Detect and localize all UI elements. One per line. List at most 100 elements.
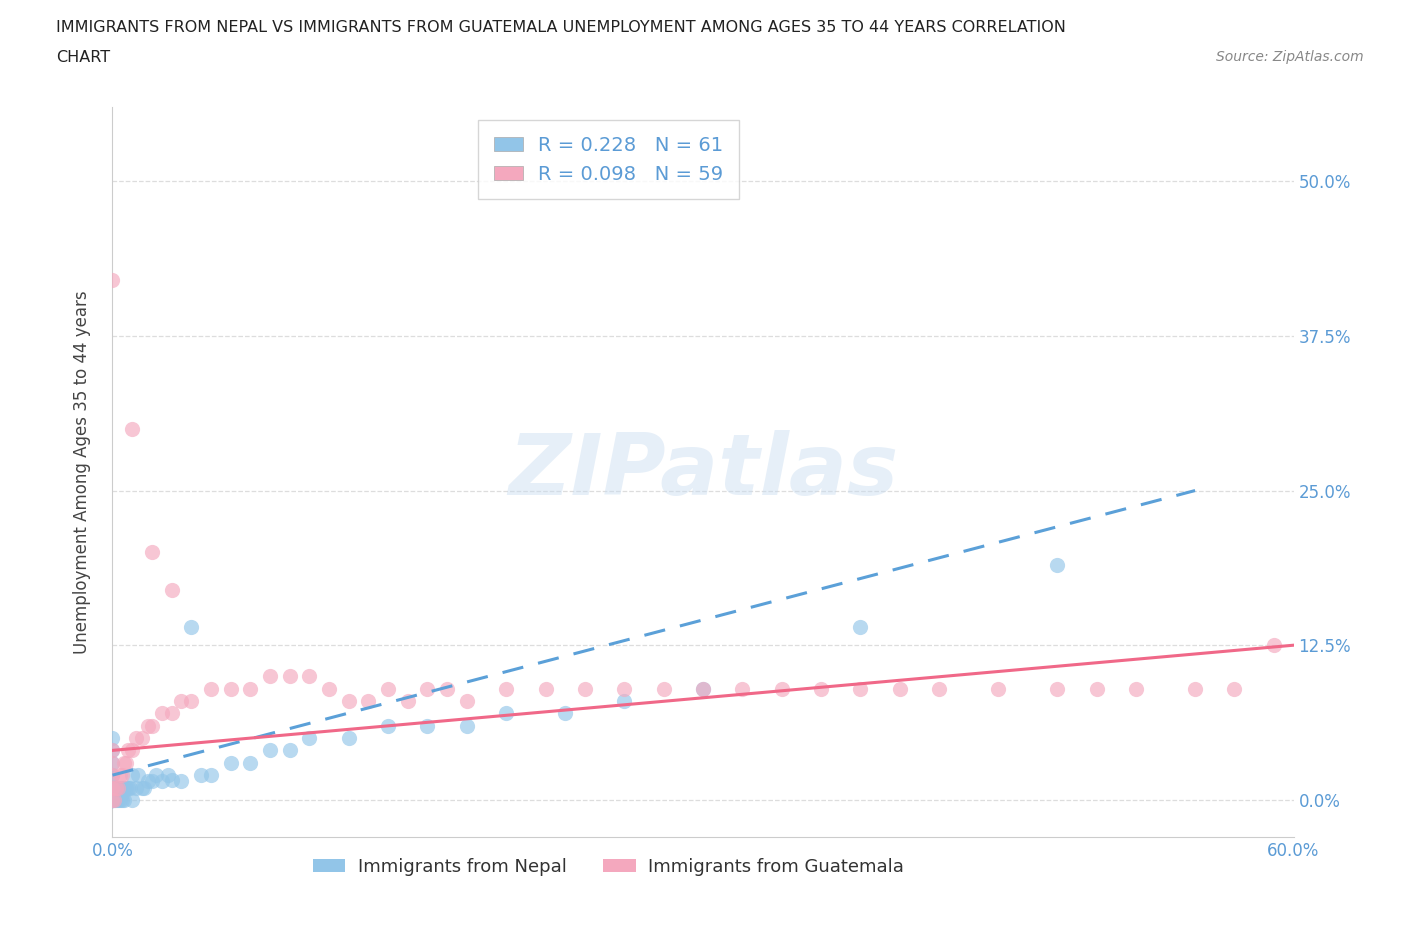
Point (554, 706, 576, 721)
Point (103, 792, 125, 807)
Point (110, 780, 132, 795)
Point (121, 421, 143, 436)
Point (259, 743, 281, 758)
Point (219, 681, 242, 696)
Legend: Immigrants from Nepal, Immigrants from Guatemala: Immigrants from Nepal, Immigrants from G… (305, 850, 911, 883)
Point (101, 767, 124, 782)
Point (298, 669, 321, 684)
Point (121, 743, 143, 758)
Point (1263, 638, 1285, 653)
Point (160, 582, 183, 597)
Point (377, 718, 399, 733)
Point (170, 774, 193, 789)
Point (849, 619, 872, 634)
Text: IMMIGRANTS FROM NEPAL VS IMMIGRANTS FROM GUATEMALA UNEMPLOYMENT AMONG AGES 35 TO: IMMIGRANTS FROM NEPAL VS IMMIGRANTS FROM… (56, 20, 1066, 35)
Point (495, 681, 517, 696)
Point (731, 681, 754, 696)
Point (298, 731, 321, 746)
Point (1046, 557, 1069, 572)
Point (111, 780, 134, 795)
Point (337, 731, 360, 746)
Point (101, 731, 124, 746)
Point (132, 780, 155, 795)
Point (200, 767, 222, 782)
Point (436, 681, 458, 696)
Point (357, 694, 380, 709)
Point (101, 792, 124, 807)
Point (127, 767, 149, 782)
Point (101, 780, 124, 795)
Point (652, 681, 675, 696)
Point (278, 669, 301, 684)
Point (101, 792, 124, 807)
Point (1046, 681, 1069, 696)
Point (318, 681, 340, 696)
Point (456, 718, 478, 733)
Point (337, 694, 360, 709)
Point (987, 681, 1010, 696)
Point (101, 767, 124, 782)
Point (131, 731, 153, 746)
Text: ZIPatlas: ZIPatlas (508, 431, 898, 513)
Point (110, 792, 132, 807)
Point (219, 755, 242, 770)
Point (136, 774, 159, 789)
Point (190, 767, 212, 782)
Point (156, 767, 179, 782)
Point (692, 681, 714, 696)
Point (416, 681, 439, 696)
Point (160, 706, 183, 721)
Point (101, 792, 124, 807)
Point (150, 706, 173, 721)
Point (111, 767, 134, 782)
Point (200, 681, 222, 696)
Text: Source: ZipAtlas.com: Source: ZipAtlas.com (1216, 50, 1364, 64)
Point (396, 694, 419, 709)
Point (117, 743, 139, 758)
Point (131, 780, 153, 795)
Point (377, 681, 399, 696)
Point (103, 792, 125, 807)
Point (1125, 681, 1147, 696)
Point (101, 792, 124, 807)
Point (103, 780, 125, 795)
Point (278, 743, 301, 758)
Point (107, 780, 129, 795)
Point (101, 767, 124, 782)
Point (456, 694, 478, 709)
Point (101, 792, 124, 807)
Point (928, 681, 950, 696)
Point (105, 780, 128, 795)
Point (111, 792, 134, 807)
Point (141, 545, 163, 560)
Point (770, 681, 793, 696)
Point (259, 669, 281, 684)
Point (112, 780, 135, 795)
Point (150, 774, 173, 789)
Point (170, 694, 193, 709)
Point (849, 681, 872, 696)
Point (692, 681, 714, 696)
Point (1184, 681, 1206, 696)
Point (239, 755, 262, 770)
Text: CHART: CHART (56, 50, 110, 65)
Point (101, 780, 124, 795)
Point (101, 792, 124, 807)
Point (889, 681, 911, 696)
Point (574, 681, 596, 696)
Point (101, 272, 124, 287)
Point (1223, 681, 1246, 696)
Point (180, 619, 202, 634)
Point (136, 718, 159, 733)
Point (105, 792, 128, 807)
Point (107, 792, 129, 807)
Point (101, 780, 124, 795)
Point (534, 681, 557, 696)
Point (121, 792, 143, 807)
Point (145, 767, 167, 782)
Point (115, 755, 138, 770)
Point (416, 718, 439, 733)
Point (613, 694, 636, 709)
Point (101, 743, 124, 758)
Point (101, 755, 124, 770)
